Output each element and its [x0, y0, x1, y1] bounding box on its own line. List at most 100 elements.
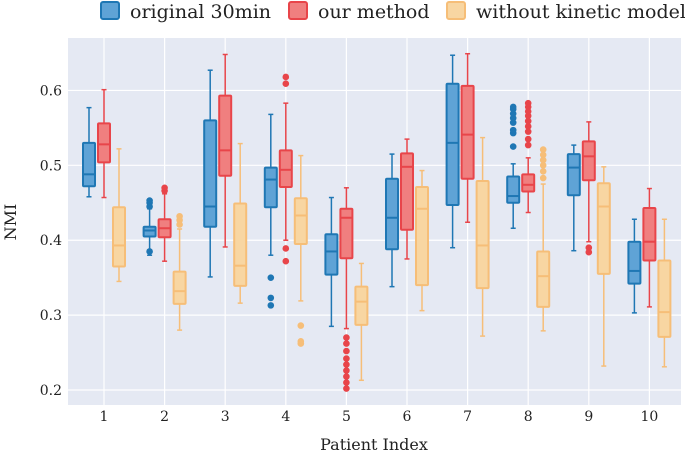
outlier-point [524, 117, 532, 125]
y-tick-label: 0.5 [40, 158, 62, 174]
box-body [642, 207, 657, 262]
outlier-point [524, 135, 532, 143]
box-groups [82, 52, 672, 392]
outlier-point [161, 184, 168, 192]
outlier-point [343, 361, 350, 368]
x-tick-label: 5 [342, 409, 351, 425]
box-3-patient-3 [233, 142, 248, 304]
legend-label-our-method: our method [318, 1, 430, 23]
outlier-point [282, 245, 290, 252]
legend-swatch-original [100, 1, 120, 20]
legend-label-original: original 30min [130, 1, 271, 23]
outlier-point [297, 322, 305, 329]
box-1-patient-4 [263, 113, 278, 309]
box-body [385, 177, 399, 251]
box-2-patient-9 [581, 121, 596, 256]
outlier-point [343, 379, 350, 386]
outlier-point [282, 73, 290, 81]
x-tick-label: 10 [640, 409, 658, 425]
outlier-point [343, 334, 350, 341]
outlier-point [176, 212, 183, 220]
x-tick-label: 9 [584, 409, 593, 425]
outlier-point [524, 128, 532, 135]
box-1-patient-5 [324, 196, 339, 328]
box-body [172, 270, 187, 305]
box-1-patient-9 [566, 144, 581, 252]
box-body [293, 197, 308, 245]
legend-item-original[interactable]: original 30min [100, 1, 271, 23]
box-3-patient-2 [172, 212, 187, 331]
box-2-patient-5 [339, 187, 354, 392]
box-body [566, 153, 581, 197]
outlier-point [539, 146, 547, 153]
box-body [657, 259, 672, 338]
outlier-point [267, 274, 275, 281]
box-body [536, 250, 551, 308]
outlier-point [282, 257, 290, 265]
box-1-patient-7 [445, 54, 460, 249]
legend-item-without-kinetic[interactable]: without kinetic model [446, 1, 685, 23]
y-tick-label: 0.6 [40, 83, 62, 99]
outlier-point [297, 340, 305, 347]
outlier-point [524, 141, 532, 149]
box-1-patient-2 [142, 197, 157, 256]
box-body [278, 149, 293, 189]
box-1-patient-10 [627, 218, 642, 314]
outlier-point [343, 355, 350, 362]
outlier-point [509, 143, 517, 150]
box-2-patient-1 [97, 88, 111, 199]
x-axis: 1 2 3 4 5 6 7 8 9 10 [100, 409, 659, 425]
x-tick-label: 4 [281, 409, 290, 425]
x-tick-label: 2 [160, 409, 169, 425]
box-body [506, 175, 521, 204]
box-body [581, 140, 596, 182]
outlier-point [539, 151, 547, 159]
box-1-patient-1 [82, 106, 96, 198]
outlier-point [267, 294, 275, 302]
box-body [415, 186, 429, 287]
x-tick-label: 1 [100, 409, 109, 425]
box-body [339, 207, 354, 260]
outlier-point [146, 197, 153, 204]
box-body [627, 240, 642, 285]
outlier-point [509, 103, 517, 111]
outlier-point [343, 347, 350, 355]
outlier-point [524, 123, 532, 130]
box-2-patient-6 [400, 138, 414, 260]
box-body [263, 166, 278, 209]
box-body [82, 141, 96, 188]
box-body [400, 152, 414, 231]
outlier-point [509, 126, 517, 134]
box-3-patient-4 [293, 154, 308, 347]
legend-swatch-our-method [288, 1, 308, 20]
legend: original 30min our method without kineti… [100, 1, 685, 23]
box-2-patient-3 [218, 53, 233, 248]
outlier-point [146, 248, 153, 255]
box-3-patient-6 [415, 169, 429, 312]
box-1-patient-6 [385, 153, 399, 288]
box-1-patient-3 [203, 69, 218, 278]
box-3-patient-7 [475, 136, 490, 337]
box-3-patient-8 [536, 146, 551, 332]
box-2-patient-10 [642, 187, 657, 308]
x-tick-label: 6 [403, 409, 412, 425]
outlier-point [539, 174, 547, 182]
outlier-point [539, 156, 547, 164]
box-2-patient-4 [278, 73, 293, 265]
legend-item-our-method[interactable]: our method [288, 1, 430, 23]
box-body [354, 285, 369, 326]
box-3-patient-5 [354, 262, 369, 382]
box-body [112, 206, 126, 268]
box-body [324, 233, 339, 276]
box-body [445, 82, 460, 207]
box-3-patient-10 [657, 218, 672, 368]
box-body [475, 180, 490, 290]
box-body [521, 173, 536, 193]
outlier-point [539, 168, 547, 175]
box-2-patient-7 [460, 52, 475, 223]
box-body [97, 122, 111, 164]
box-3-patient-1 [112, 148, 126, 283]
y-tick-label: 0.4 [40, 233, 62, 249]
box-body [596, 182, 611, 275]
